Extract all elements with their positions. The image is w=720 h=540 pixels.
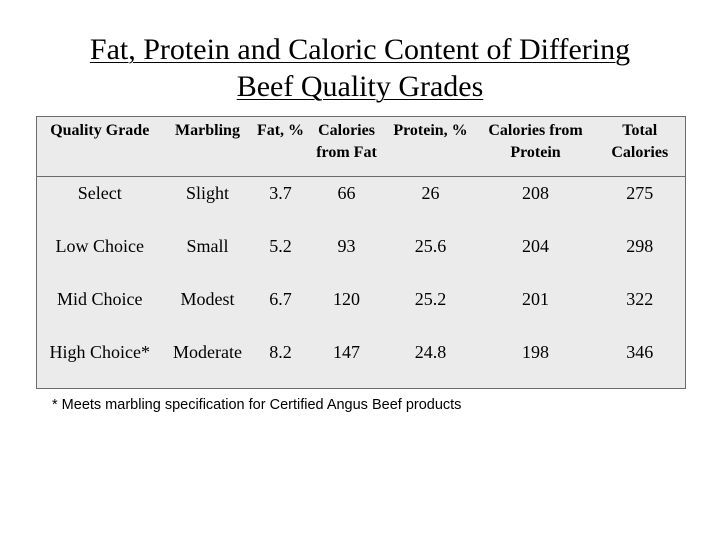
cell-protein-percent: 25.6 bbox=[414, 235, 447, 256]
cell-calories-from-protein: 204 bbox=[522, 235, 549, 256]
cell-marbling: Slight bbox=[185, 183, 229, 203]
beef-grades-table: Quality Grade Marbling Fat, % Calories f… bbox=[36, 116, 686, 389]
table-header-row: Quality Grade Marbling Fat, % Calories f… bbox=[36, 116, 686, 177]
cell-protein-percent: 25.2 bbox=[414, 288, 447, 309]
cell-calories-from-protein: 201 bbox=[522, 288, 549, 309]
header-calories-from-protein: Calories from Protein bbox=[476, 116, 595, 177]
footnote: * Meets marbling specification for Certi… bbox=[52, 397, 462, 413]
header-fat-percent: Fat, % bbox=[252, 116, 309, 177]
cell-protein-percent: 26 bbox=[421, 183, 440, 203]
cell-calories-from-fat: 66 bbox=[337, 183, 356, 203]
cell-calories-from-fat: 120 bbox=[333, 288, 360, 309]
cell-total-calories: 275 bbox=[626, 183, 654, 203]
cell-marbling: Small bbox=[186, 235, 229, 256]
header-calories-from-fat: Calories from Fat bbox=[308, 116, 385, 177]
cell-marbling: Modest bbox=[180, 288, 235, 309]
cell-quality-grade: High Choice* bbox=[49, 341, 151, 362]
table-row: Select Slight 3.7 66 26 208 275 bbox=[37, 177, 686, 230]
cell-calories-from-fat: 93 bbox=[337, 235, 356, 256]
cell-calories-from-fat: 147 bbox=[333, 341, 360, 362]
cell-fat-percent: 6.7 bbox=[269, 288, 292, 309]
cell-marbling: Moderate bbox=[173, 341, 242, 362]
cell-quality-grade: Low Choice bbox=[55, 235, 144, 256]
cell-total-calories: 346 bbox=[626, 341, 654, 362]
cell-calories-from-protein: 208 bbox=[522, 183, 549, 203]
title-line-1: Fat, Protein and Caloric Content of Diff… bbox=[89, 33, 631, 66]
cell-fat-percent: 5.2 bbox=[269, 235, 292, 256]
cell-quality-grade: Mid Choice bbox=[57, 288, 143, 309]
cell-fat-percent: 3.7 bbox=[269, 183, 292, 203]
table-row: Mid Choice Modest 6.7 120 25.2 201 322 bbox=[37, 283, 686, 336]
header-marbling: Marbling bbox=[162, 116, 253, 177]
cell-quality-grade: Select bbox=[77, 183, 122, 203]
table-row: High Choice* Moderate 8.2 147 24.8 198 3… bbox=[37, 336, 686, 389]
page-title: Fat, Protein and Caloric Content of Diff… bbox=[0, 31, 720, 105]
header-quality-grade: Quality Grade bbox=[36, 116, 163, 177]
cell-total-calories: 298 bbox=[626, 235, 654, 256]
table-row: Low Choice Small 5.2 93 25.6 204 298 bbox=[37, 230, 686, 283]
header-total-calories: Total Calories bbox=[594, 116, 686, 177]
header-protein-percent: Protein, % bbox=[384, 116, 477, 177]
cell-fat-percent: 8.2 bbox=[269, 341, 292, 362]
cell-total-calories: 322 bbox=[626, 288, 654, 309]
cell-protein-percent: 24.8 bbox=[414, 341, 447, 362]
title-line-2: Beef Quality Grades bbox=[236, 70, 484, 103]
cell-calories-from-protein: 198 bbox=[522, 341, 549, 362]
